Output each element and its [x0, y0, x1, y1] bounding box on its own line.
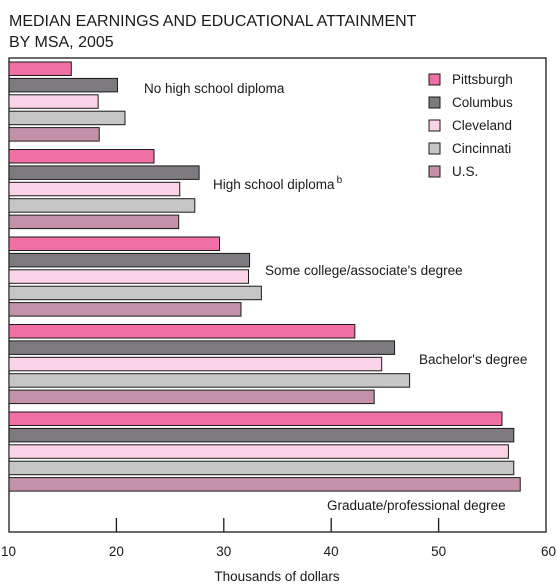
legend-label-columbus: Columbus [452, 95, 513, 110]
legend-swatch-columbus [428, 96, 441, 109]
legend-label-cincinnati: Cincinnati [452, 141, 511, 156]
bar-cleveland-cat-2 [8, 269, 250, 284]
legend-label-cleveland: Cleveland [452, 118, 512, 133]
bar-columbus-cat-4 [8, 427, 515, 443]
legend-swatch-cincinnati [428, 142, 441, 155]
bar-cincinnati-cat-0 [8, 110, 126, 126]
legend-swatch-cleveland [428, 119, 441, 132]
bars-group [8, 61, 521, 492]
category-label-1: High school diploma b [213, 175, 343, 192]
x-axis-label: Thousands of dollars [214, 569, 340, 584]
chart-title-line-1: MEDIAN EARNINGS AND EDUCATIONAL ATTAINME… [9, 13, 417, 30]
x-ticks-group: 10 20 30 40 50 60 [1, 518, 556, 559]
legend-label-us: U.S. [452, 164, 478, 179]
bar-pittsburgh-cat-3 [8, 324, 356, 339]
category-label-2: Some college/associate's degree [265, 263, 463, 278]
category-superscript-1: b [337, 175, 343, 186]
legend: Pittsburgh Columbus Cleveland Cincinnati U.S… [428, 72, 513, 179]
bar-cleveland-cat-3 [8, 356, 383, 372]
bar-us-cat-1 [8, 214, 180, 230]
bar-pittsburgh-cat-4 [8, 411, 503, 426]
category-labels-group: No high school diploma High school diplom… [144, 81, 527, 513]
bar-pittsburgh-cat-0 [8, 61, 72, 76]
legend-label-pittsburgh: Pittsburgh [452, 72, 513, 87]
x-tick-label-4: 50 [431, 544, 446, 559]
chart-title-line-2: BY MSA, 2005 [9, 34, 114, 51]
x-tick-label-3: 40 [324, 544, 339, 559]
bar-columbus-cat-0 [8, 77, 118, 93]
bar-cleveland-cat-1 [8, 181, 181, 197]
category-label-4: Graduate/professional degree [327, 498, 506, 513]
bar-cincinnati-cat-1 [8, 198, 196, 213]
x-tick-label-2: 30 [216, 544, 231, 559]
bar-cleveland-cat-4 [8, 444, 509, 459]
bar-us-cat-3 [8, 389, 375, 405]
bar-columbus-cat-3 [8, 340, 396, 355]
category-label-3: Bachelor's degree [419, 352, 527, 367]
category-label-0: No high school diploma [144, 81, 285, 96]
x-tick-label-5: 60 [541, 544, 556, 559]
legend-swatch-pittsburgh [428, 73, 441, 86]
bar-cincinnati-cat-3 [8, 373, 411, 388]
x-tick-label-1: 20 [109, 544, 124, 559]
bar-pittsburgh-cat-2 [8, 236, 221, 251]
bar-cleveland-cat-0 [8, 94, 99, 109]
bar-us-cat-4 [8, 477, 521, 492]
bar-us-cat-0 [8, 127, 100, 142]
bar-cincinnati-cat-2 [8, 285, 262, 301]
bar-columbus-cat-2 [8, 252, 251, 268]
bar-cincinnati-cat-4 [8, 460, 515, 476]
x-tick-label-0: 10 [1, 544, 16, 559]
legend-swatch-us [428, 165, 441, 178]
bar-pittsburgh-cat-1 [8, 149, 155, 164]
bar-columbus-cat-1 [8, 165, 200, 180]
bar-us-cat-2 [8, 302, 242, 317]
